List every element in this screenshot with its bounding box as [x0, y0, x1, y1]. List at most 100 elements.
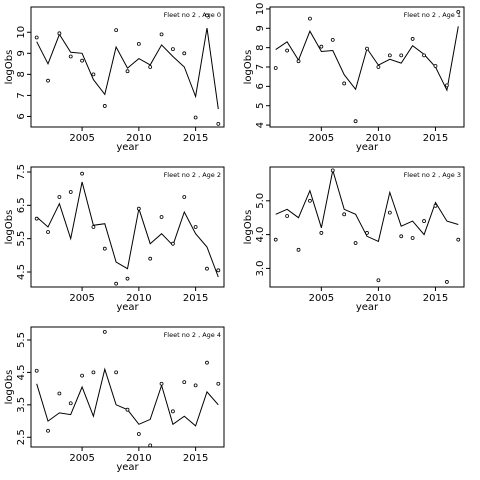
x-tick-label: 2005 [69, 453, 94, 464]
x-axis-label: year [116, 302, 139, 313]
observation-point [193, 225, 198, 229]
observation-point [57, 391, 62, 396]
observation-point [285, 214, 290, 218]
y-axis-label: logObs [4, 370, 15, 405]
y-tick-label: 2.5 [16, 429, 27, 445]
observation-point [171, 47, 175, 52]
panel-frame [269, 166, 465, 288]
x-axis-label: year [116, 142, 139, 153]
observation-point [80, 171, 84, 176]
observation-point [148, 256, 153, 261]
y-axis-label: logObs [4, 210, 15, 245]
panel-title: Fleet no 2 , Age 4 [164, 331, 221, 339]
observation-point [136, 206, 141, 211]
y-tick-label: 3.0 [255, 260, 266, 276]
x-tick-label: 2010 [126, 453, 151, 464]
observation-point [205, 266, 209, 271]
observation-point [376, 65, 381, 69]
y-tick-label: 5.5 [16, 231, 27, 247]
observation-point [91, 370, 96, 375]
observation-point [273, 66, 278, 70]
y-axis-label: logObs [4, 50, 15, 85]
observation-point [46, 78, 50, 83]
observation-point [102, 104, 107, 108]
observation-point [285, 48, 290, 53]
observation-point [433, 203, 438, 208]
panel-2: 2005 2010 2015 4.5 5.5 6.5 7.5 year logObs Fleet … [4, 164, 225, 313]
y-tick-label: 4.5 [16, 264, 27, 280]
observation-point [159, 215, 164, 219]
observation-point [399, 234, 404, 239]
x-tick-label: 2015 [183, 133, 208, 144]
observation-point [171, 241, 175, 246]
observation-point [342, 212, 347, 217]
observation-point [114, 28, 119, 33]
y-tick-label: 7 [255, 64, 266, 70]
observation-point [273, 237, 278, 242]
y-tick-label: 8 [255, 44, 266, 50]
observation-point [319, 44, 324, 49]
y-tick-label: 5 [255, 103, 266, 109]
y-tick-label: 6 [255, 83, 266, 89]
observation-point [46, 428, 50, 433]
y-tick-label: 3.5 [16, 397, 27, 413]
y-tick-label: 7.5 [16, 164, 27, 180]
observation-point [68, 54, 73, 59]
observation-point [34, 216, 39, 221]
observation-point [353, 241, 358, 245]
observation-point [456, 9, 461, 14]
observation-point [205, 13, 209, 18]
observation-point [91, 225, 96, 229]
x-tick-label: 2010 [366, 133, 391, 144]
panel-1: 2005 2010 2015 4 5 6 7 8 9 10 year logObs Fleet no 2… [243, 3, 465, 153]
observation-point [102, 246, 107, 251]
observation-point [387, 210, 392, 215]
y-tick-label: 4 [255, 122, 266, 128]
observation-point [182, 195, 187, 199]
x-tick-label: 2005 [69, 133, 94, 144]
x-axis-label: year [116, 462, 139, 473]
observation-point [114, 370, 119, 375]
observation-point [136, 41, 141, 46]
y-tick-label: 4.5 [16, 364, 27, 380]
observation-point [422, 53, 426, 58]
observation-point [34, 368, 39, 373]
panel-4: 2005 2010 2015 2.5 3.5 4.5 5.5 year logObs Fleet … [4, 326, 225, 473]
observation-point [387, 53, 392, 58]
y-tick-label: 8 [16, 71, 27, 77]
observation-point [193, 383, 198, 388]
observation-point [182, 51, 187, 56]
observation-point [376, 278, 381, 283]
observation-point [319, 231, 324, 235]
observation-point [125, 69, 130, 74]
x-axis-label: year [356, 302, 379, 313]
observation-point [422, 219, 426, 223]
x-tick-label: 2005 [309, 133, 334, 144]
panel-3: 2005 2010 2015 3.0 4.0 5.0 year logObs Fleet no … [243, 166, 465, 313]
observation-point [296, 59, 301, 64]
observation-point [159, 32, 164, 37]
y-tick-label: 4.0 [255, 227, 266, 243]
y-tick-label: 5.5 [16, 332, 27, 348]
y-tick-label: 9 [16, 50, 27, 56]
observation-point [80, 373, 84, 378]
observation-point [171, 409, 175, 414]
y-tick-label: 10 [255, 3, 266, 16]
observation-point [216, 121, 221, 126]
observation-point [34, 35, 39, 40]
fitted-series-line [36, 28, 219, 110]
observation-point [46, 230, 50, 234]
fitted-series-line [275, 26, 459, 92]
observation-point [125, 407, 130, 412]
observation-point [308, 16, 312, 21]
observation-point [216, 381, 221, 386]
x-tick-label: 2010 [366, 293, 391, 304]
observation-point [444, 280, 449, 284]
x-tick-label: 2015 [423, 133, 448, 144]
observation-point [148, 65, 153, 69]
observation-point [330, 168, 335, 173]
observation-point [444, 83, 449, 88]
observation-point [308, 198, 312, 203]
fitted-series-line [275, 170, 459, 243]
